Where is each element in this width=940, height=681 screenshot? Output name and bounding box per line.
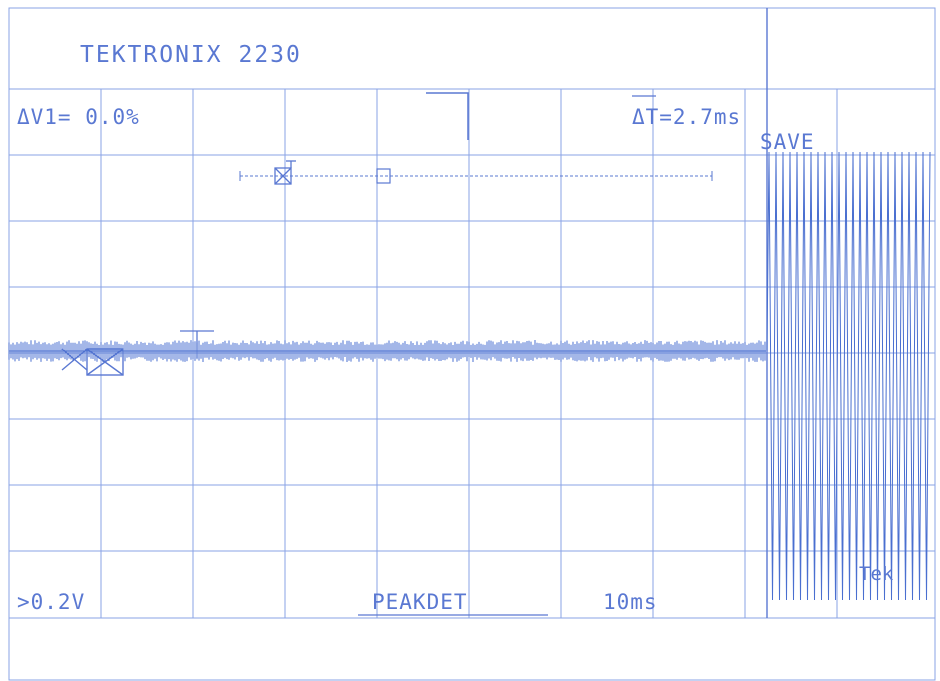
time-cursor-marker-1 xyxy=(274,160,296,185)
save-indicator: SAVE xyxy=(760,130,815,154)
delta-t-readout: ΔT=2.7ms xyxy=(632,105,741,129)
delta-v-readout: ΔV1= 0.0% xyxy=(17,105,140,129)
title-text: TEKTRONIX 2230 xyxy=(80,42,302,68)
brand-logo-text: Tek xyxy=(859,563,894,585)
marker-bracket xyxy=(426,92,469,140)
time-per-div-readout: 10ms xyxy=(603,590,658,614)
printout-frame xyxy=(8,7,936,681)
acquisition-mode-readout: PEAKDET xyxy=(372,590,468,614)
time-cursor-marker-2 xyxy=(376,168,391,184)
noise-trace xyxy=(8,340,766,362)
volts-per-div-readout: >0.2V xyxy=(17,590,85,614)
graticule xyxy=(9,88,935,618)
oscillation-burst xyxy=(766,151,931,601)
time-cursor-bar xyxy=(239,171,713,181)
